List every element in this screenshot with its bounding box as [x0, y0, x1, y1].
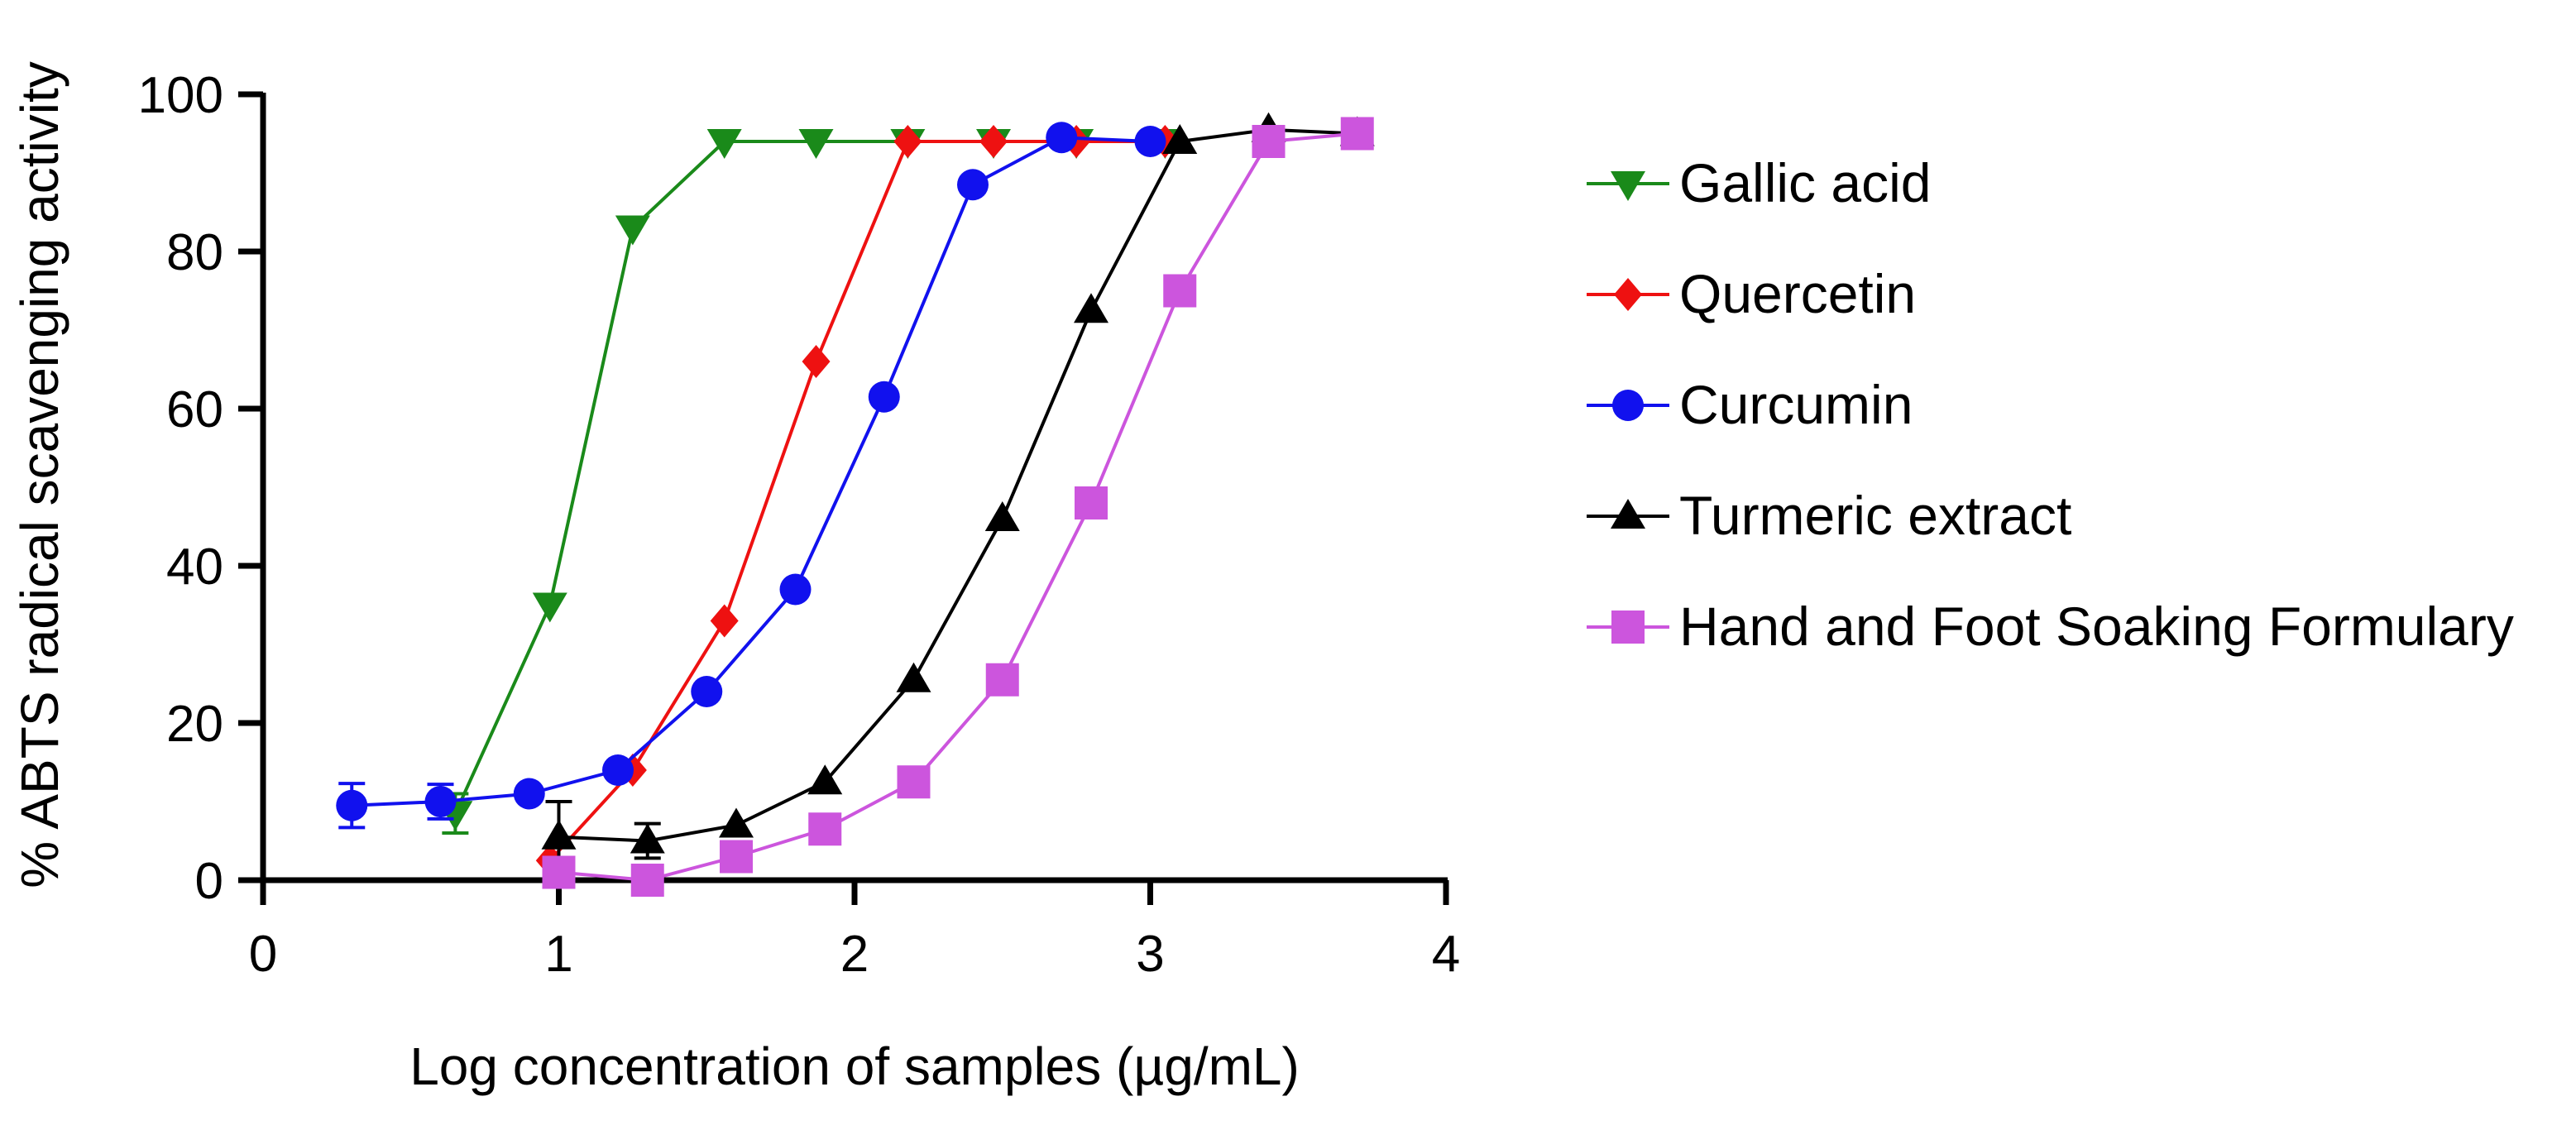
data-point-4-4 [897, 765, 931, 799]
legend-marker-3 [1611, 499, 1645, 529]
series-3 [541, 112, 1375, 874]
y-axis-title-group: % ABTS radical scavenging activity [10, 61, 69, 888]
data-point-4-0 [542, 855, 576, 889]
y-tick-label-0: 0 [195, 853, 223, 910]
y-tick-label-5: 100 [138, 67, 223, 124]
data-point-4-7 [1163, 274, 1197, 308]
x-tick-label-3: 3 [1136, 926, 1164, 983]
legend-label-2: Curcumin [1679, 374, 1913, 435]
series-line-3 [558, 127, 1357, 843]
legend-item-4: Hand and Foot Soaking Formulary [1587, 596, 2514, 657]
legend-label-4: Hand and Foot Soaking Formulary [1679, 596, 2514, 657]
legend-label-1: Quercetin [1679, 263, 1916, 324]
x-tick-label-1: 1 [544, 926, 572, 983]
data-point-3-1 [630, 823, 665, 854]
legend-marker-0 [1611, 171, 1645, 201]
y-tick-label-4: 80 [166, 224, 223, 281]
data-point-0-1 [532, 592, 567, 623]
data-point-3-5 [984, 501, 1020, 531]
data-point-2-7 [957, 169, 989, 201]
data-point-3-7 [1162, 124, 1198, 154]
data-point-2-5 [779, 573, 812, 606]
series-line-0 [453, 140, 1166, 815]
data-point-4-8 [1252, 125, 1286, 158]
data-point-3-4 [896, 662, 931, 692]
x-tick-label-2: 2 [840, 926, 869, 983]
data-point-4-2 [720, 840, 753, 874]
series-line-1 [548, 140, 1166, 862]
data-point-1-4 [893, 125, 922, 158]
data-point-1-5 [979, 125, 1008, 158]
legend-item-3: Turmeric extract [1587, 485, 2071, 546]
legend-item-0: Gallic acid [1587, 152, 1931, 213]
data-point-3-0 [541, 819, 577, 850]
data-point-4-9 [1340, 117, 1374, 151]
legend-label-3: Turmeric extract [1679, 485, 2071, 546]
data-point-2-9 [1134, 126, 1166, 157]
data-point-2-3 [602, 754, 634, 786]
data-point-3-2 [719, 807, 754, 838]
data-point-2-4 [691, 676, 723, 707]
series-0 [438, 129, 1183, 835]
legend-marker-1 [1614, 278, 1642, 311]
data-point-4-3 [808, 812, 842, 846]
data-point-2-8 [1046, 122, 1078, 154]
series-line-2 [352, 136, 1151, 807]
x-axis-title: Log concentration of samples (µg/mL) [409, 1037, 1300, 1096]
legend: Gallic acid Quercetin Curcumin Turmeric ext… [1587, 152, 2514, 657]
data-point-4-5 [985, 663, 1019, 697]
data-point-0-4 [798, 129, 834, 159]
data-point-1-3 [802, 345, 831, 378]
data-point-0-3 [706, 129, 742, 159]
data-point-0-2 [615, 215, 650, 246]
legend-marker-4 [1611, 610, 1645, 644]
y-tick-label-2: 40 [166, 539, 223, 596]
y-tick-label-1: 20 [166, 696, 223, 753]
y-tick-label-3: 60 [166, 381, 223, 438]
legend-item-2: Curcumin [1587, 374, 1913, 435]
data-point-2-2 [513, 778, 545, 810]
data-point-2-1 [424, 786, 457, 817]
x-tick-label-4: 4 [1432, 926, 1460, 983]
data-point-3-6 [1074, 293, 1108, 323]
data-point-2-6 [868, 381, 900, 413]
series-line-4 [558, 132, 1357, 883]
legend-label-0: Gallic acid [1679, 152, 1931, 213]
x-tick-label-0: 0 [249, 926, 277, 983]
series-4 [542, 117, 1374, 897]
data-point-1-2 [710, 604, 739, 638]
legend-marker-2 [1612, 390, 1644, 421]
legend-item-1: Quercetin [1587, 263, 1916, 324]
data-point-3-3 [807, 764, 843, 795]
series-2 [336, 122, 1166, 830]
data-point-4-1 [630, 864, 664, 897]
data-point-2-0 [336, 789, 368, 821]
data-point-4-6 [1075, 486, 1108, 520]
y-axis-title: % ABTS radical scavenging activity [10, 61, 69, 888]
